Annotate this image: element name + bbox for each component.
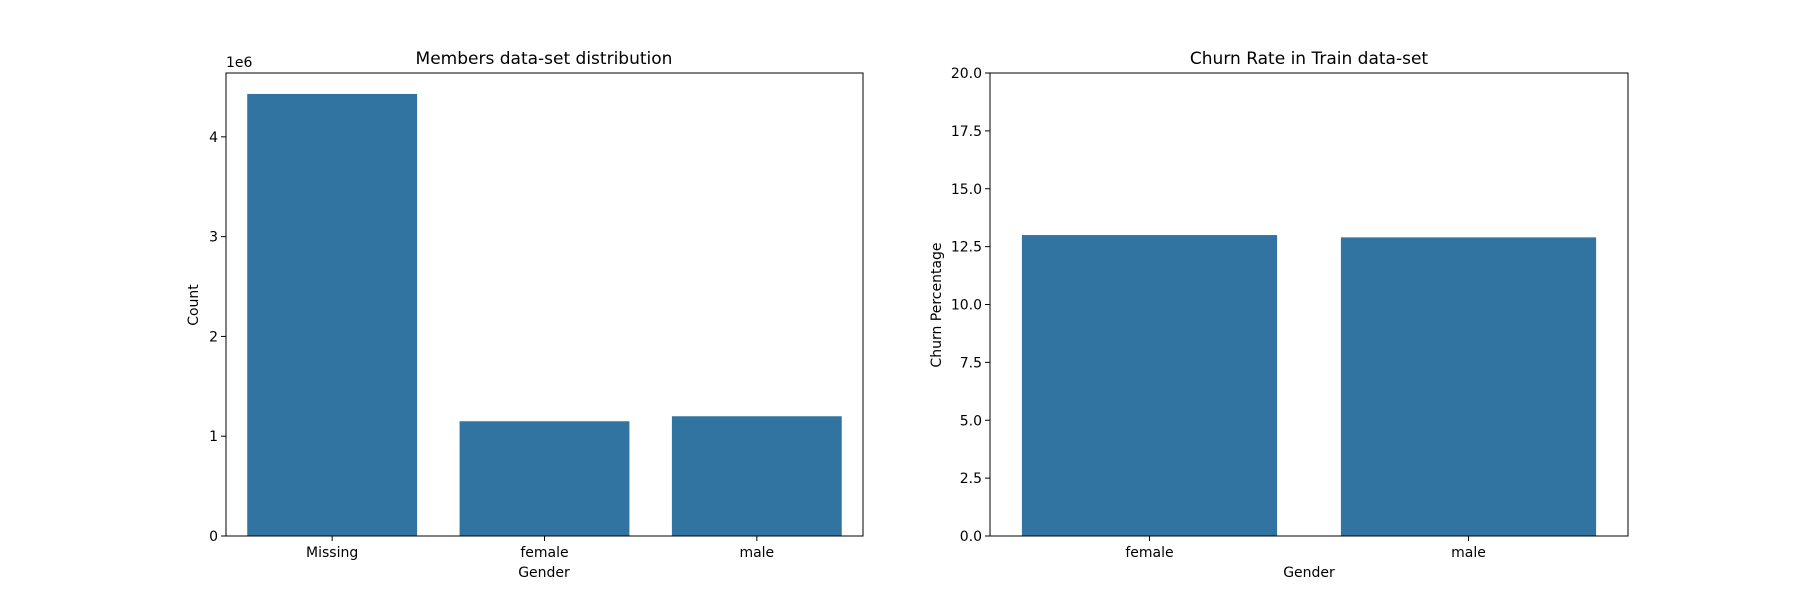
x-tick-label: Missing [306,545,358,561]
x-ticks: Missing female male [306,536,774,561]
y-tick-label: 20.0 [951,66,982,82]
y-tick-label: 5.0 [960,413,982,429]
y-tick-label: 15.0 [951,182,982,198]
x-axis-label: Gender [1283,565,1335,581]
chart-churn-rate: Churn Rate in Train data-set 0.0 2.5 5.0 7.… [929,49,1629,581]
y-tick-label: 1 [209,429,218,445]
y-tick-label: 7.5 [960,355,982,371]
y-tick-label: 4 [209,130,218,146]
bar-missing [247,93,418,536]
chart-title: Churn Rate in Train data-set [1190,49,1429,69]
y-axis-label: Count [186,284,202,326]
x-tick-label: male [739,545,774,561]
y-axis-label: Churn Percentage [929,242,945,367]
y-tick-label: 3 [209,230,218,246]
y-ticks: 0.0 2.5 5.0 7.5 10.0 12.5 15.0 17.5 20.0 [951,66,990,545]
bars [1021,235,1597,537]
plot-frame [225,72,864,537]
y-tick-label: 0.0 [960,529,982,545]
x-tick-label: female [1125,545,1173,561]
x-tick-label: male [1451,545,1486,561]
x-tick-label: female [520,545,568,561]
chart-title: Members data-set distribution [416,49,673,69]
bar-male [671,416,842,536]
x-ticks: female male [1125,536,1486,561]
y-tick-label: 2.5 [960,471,982,487]
chart-members-distribution: Members data-set distribution 1e6 01234 … [186,49,864,581]
y-ticks: 0 1 2 3 4 [209,130,226,545]
bar-male [1340,237,1597,537]
y-tick-label: 0 [209,529,218,545]
bars [247,93,842,536]
y-axis-offset-label: 1e6 [226,55,253,71]
y-tick-label: 17.5 [951,124,982,140]
y-tick-label: 2 [209,329,218,345]
plot-frame [989,72,1629,537]
y-tick-label: 12.5 [951,240,982,256]
y-tick-label: 10.0 [951,298,982,314]
bar-female [1021,235,1278,537]
x-axis-label: Gender [518,565,570,581]
bar-female [459,421,630,536]
